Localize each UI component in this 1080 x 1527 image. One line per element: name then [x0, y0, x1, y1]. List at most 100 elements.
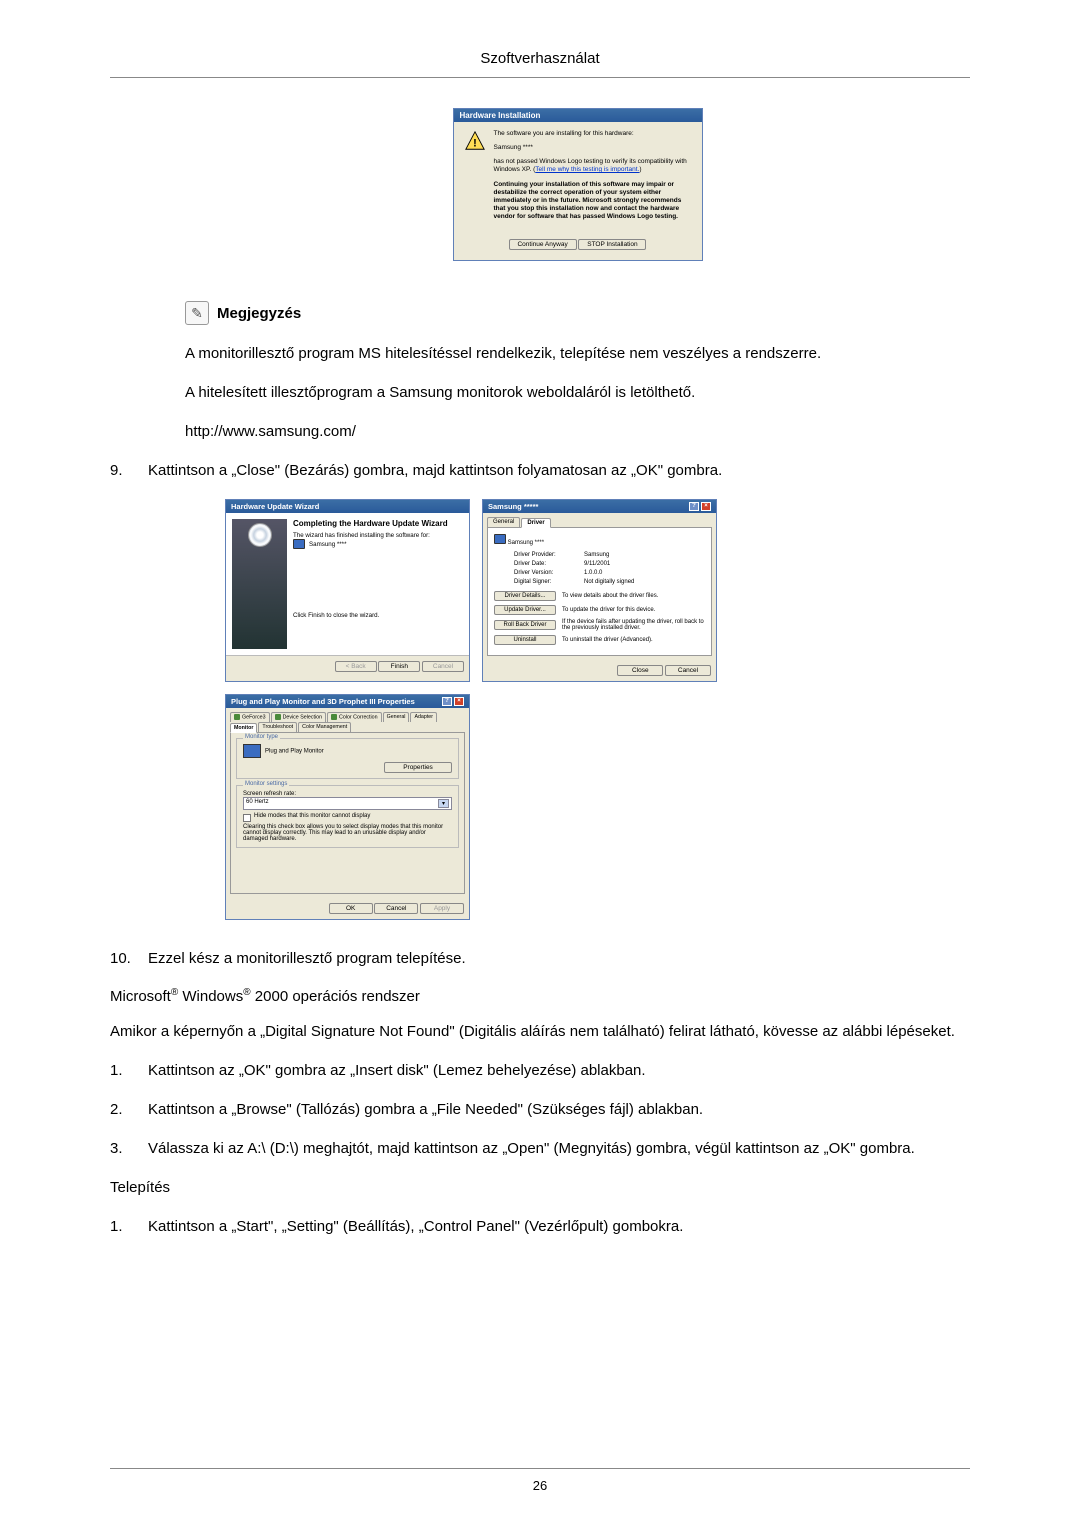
step10-number: 10. [110, 948, 132, 969]
dialog-driver-properties: Samsung ***** ? × General Driver Samsung… [482, 499, 717, 682]
monitor-icon [243, 744, 261, 758]
wizard-cancel-button: Cancel [422, 661, 464, 672]
hw-nopass: has not passed Windows Logo testing to v… [494, 158, 692, 174]
rollback-driver-button[interactable]: Roll Back Driver [494, 620, 556, 630]
rollback-driver-desc: If the device fails after updating the d… [562, 619, 705, 631]
help-icon[interactable]: ? [442, 697, 452, 706]
monitor-icon [494, 534, 506, 544]
w2k-s3: Válassza ki az A:\ (D:\) meghajtót, majd… [148, 1138, 915, 1159]
pnp-ok-button[interactable]: OK [329, 903, 373, 914]
w2k-s2-num: 2. [110, 1099, 132, 1120]
hw-intro: The software you are installing for this… [494, 130, 692, 138]
monitor-icon [293, 539, 305, 549]
note-heading: Megjegyzés [217, 305, 301, 322]
props-title: Samsung ***** [488, 502, 538, 511]
tab-troubleshoot[interactable]: Troubleshoot [258, 722, 297, 732]
refresh-rate-select[interactable]: 60 Hertz ▾ [243, 797, 452, 810]
dropdown-arrow-icon: ▾ [438, 799, 449, 808]
step10-text: Ezzel kész a monitorillesztő program tel… [148, 948, 466, 969]
pnp-titlebar: Plug and Play Monitor and 3D Prophet III… [226, 695, 469, 708]
page-number: 26 [533, 1478, 547, 1493]
dialog-title: Hardware Installation [454, 109, 702, 122]
tab-color-correction[interactable]: Color Correction [327, 712, 382, 721]
wizard-title: Hardware Update Wizard [231, 502, 319, 511]
wizard-heading: Completing the Hardware Update Wizard [293, 519, 463, 528]
props-titlebar: Samsung ***** ? × [483, 500, 716, 513]
lbl-version: Driver Version: [514, 570, 584, 576]
wizard-titlebar: Hardware Update Wizard [226, 500, 469, 513]
tab-geforce[interactable]: GeForce3 [230, 712, 270, 721]
update-driver-desc: To update the driver for this device. [562, 607, 655, 613]
install-heading: Telepítés [110, 1177, 970, 1198]
hide-modes-label: Hide modes that this monitor cannot disp… [254, 813, 370, 819]
hw-nopass-text2: ) [639, 166, 641, 173]
step9-number: 9. [110, 460, 132, 481]
props-close-button[interactable]: Close [617, 665, 663, 676]
uninstall-button[interactable]: Uninstall [494, 635, 556, 645]
group-monitor-type: Monitor type [243, 734, 280, 740]
lbl-provider: Driver Provider: [514, 552, 584, 558]
install-s1: Kattintson a „Start", „Setting" (Beállít… [148, 1216, 683, 1237]
why-testing-link[interactable]: Tell me why this testing is important. [535, 166, 639, 173]
pnp-cancel-button[interactable]: Cancel [374, 903, 418, 914]
props-cancel-button: Cancel [665, 665, 711, 676]
tab-driver[interactable]: Driver [521, 518, 550, 528]
tab-adapter[interactable]: Adapter [410, 712, 437, 721]
close-icon[interactable]: × [701, 502, 711, 511]
tab-general[interactable]: General [487, 517, 520, 527]
page-header: Szoftverhasználat [110, 50, 970, 67]
install-s1-num: 1. [110, 1216, 132, 1237]
val-signer: Not digitally signed [584, 579, 634, 585]
wizard-sidebar-graphic [232, 519, 287, 649]
w2k-s1-num: 1. [110, 1060, 132, 1081]
wizard-device: Samsung **** [309, 541, 347, 548]
val-provider: Samsung [584, 552, 609, 558]
tab-color-management[interactable]: Color Management [298, 722, 351, 732]
finish-button[interactable]: Finish [378, 661, 420, 672]
hw-device: Samsung **** [494, 144, 692, 152]
w2k-s1: Kattintson az „OK" gombra az „Insert dis… [148, 1060, 646, 1081]
stop-installation-button[interactable]: STOP Installation [578, 239, 646, 250]
tab-general-pnp[interactable]: General [383, 712, 410, 721]
hide-modes-desc: Clearing this check box allows you to se… [243, 824, 452, 842]
help-icon[interactable]: ? [689, 502, 699, 511]
uninstall-desc: To uninstall the driver (Advanced). [562, 637, 653, 643]
val-date: 9/11/2001 [584, 561, 610, 567]
val-version: 1.0.0.0 [584, 570, 602, 576]
group-monitor-settings: Monitor settings [243, 781, 289, 787]
svg-text:!: ! [473, 138, 477, 150]
hw-warning-bold: Continuing your installation of this sof… [494, 181, 692, 222]
update-driver-button[interactable]: Update Driver... [494, 605, 556, 615]
back-button: < Back [335, 661, 377, 672]
dialog-hardware-installation: Hardware Installation ! The software you… [453, 108, 703, 261]
wizard-done-text: The wizard has finished installing the s… [293, 532, 463, 539]
lbl-signer: Digital Signer: [514, 579, 584, 585]
monitor-properties-button[interactable]: Properties [384, 762, 452, 773]
dialog-hardware-update-wizard: Hardware Update Wizard Completing the Ha… [225, 499, 470, 682]
tab-device-selection[interactable]: Device Selection [271, 712, 326, 721]
driver-details-desc: To view details about the driver files. [562, 593, 658, 599]
w2k-s3-num: 3. [110, 1138, 132, 1159]
note-icon: ✎ [185, 301, 209, 325]
continue-anyway-button[interactable]: Continue Anyway [509, 239, 577, 250]
tab-monitor-pnp[interactable]: Monitor [230, 723, 257, 733]
note-p2: A hitelesített illesztőprogram a Samsung… [185, 382, 970, 403]
step9-text: Kattintson a „Close" (Bezárás) gombra, m… [148, 460, 722, 481]
pnp-title: Plug and Play Monitor and 3D Prophet III… [231, 697, 415, 706]
driver-details-button[interactable]: Driver Details... [494, 591, 556, 601]
note-p1: A monitorillesztő program MS hitelesítés… [185, 343, 970, 364]
w2k-s2: Kattintson a „Browse" (Tallózás) gombra … [148, 1099, 703, 1120]
dialog-pnp-monitor-properties: Plug and Play Monitor and 3D Prophet III… [225, 694, 470, 919]
refresh-rate-value: 60 Hertz [246, 799, 269, 808]
win2000-heading: Microsoft® Windows® 2000 operációs rends… [110, 987, 970, 1005]
win2000-intro: Amikor a képernyőn a „Digital Signature … [110, 1021, 970, 1042]
pnp-apply-button: Apply [420, 903, 464, 914]
note-url: http://www.samsung.com/ [185, 421, 970, 442]
warning-icon: ! [464, 130, 486, 152]
close-icon[interactable]: × [454, 697, 464, 706]
hide-modes-checkbox[interactable] [243, 814, 251, 822]
wizard-click-finish: Click Finish to close the wizard. [293, 612, 463, 619]
pnp-monitor-name: Plug and Play Monitor [265, 748, 324, 754]
lbl-date: Driver Date: [514, 561, 584, 567]
divider-bottom [110, 1468, 970, 1469]
